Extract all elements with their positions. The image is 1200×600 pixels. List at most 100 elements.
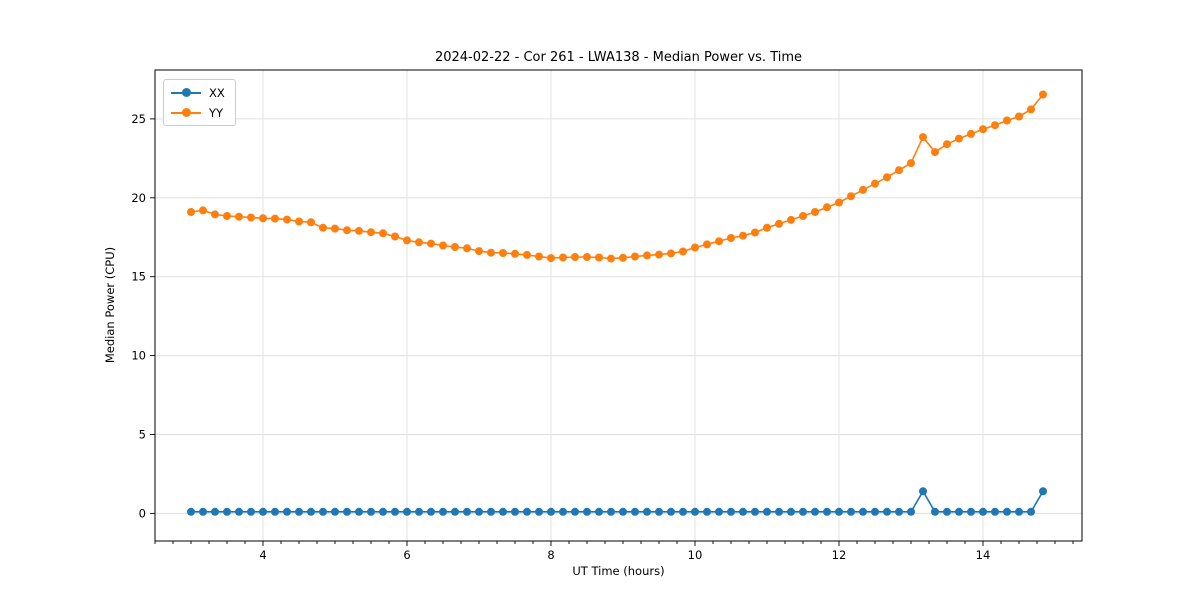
data-point-yy — [271, 214, 279, 223]
data-point-yy — [763, 223, 771, 232]
data-point-xx — [811, 507, 819, 516]
data-point-xx — [847, 507, 855, 516]
data-point-xx — [259, 507, 267, 516]
data-point-yy — [1039, 90, 1047, 99]
data-point-yy — [727, 234, 735, 242]
data-point-yy — [751, 228, 759, 237]
data-point-yy — [319, 223, 327, 232]
y-axis-label: Median Power (CPU) — [103, 246, 117, 364]
chart-title: 2024-02-22 - Cor 261 - LWA138 - Median P… — [434, 50, 803, 65]
legend: XX YY — [163, 79, 236, 126]
data-point-yy — [583, 253, 591, 261]
data-point-xx — [223, 507, 231, 516]
data-point-xx — [583, 507, 591, 516]
data-point-xx — [415, 507, 423, 516]
data-point-yy — [559, 253, 567, 262]
data-point-xx — [247, 507, 255, 516]
data-point-xx — [919, 487, 927, 496]
data-point-xx — [403, 507, 411, 516]
data-point-yy — [427, 239, 435, 248]
data-point-xx — [835, 507, 843, 516]
data-point-yy — [331, 224, 339, 233]
legend-item-xx: XX — [171, 84, 225, 101]
data-point-yy — [355, 226, 363, 235]
data-point-xx — [211, 507, 219, 516]
data-point-yy — [703, 240, 711, 249]
data-point-yy — [955, 134, 963, 143]
data-point-xx — [907, 507, 915, 516]
data-point-yy — [475, 247, 483, 256]
data-point-xx — [1015, 507, 1023, 516]
data-point-yy — [655, 250, 663, 259]
data-point-xx — [1039, 487, 1047, 496]
data-point-xx — [463, 507, 471, 516]
x-tick-label: 8 — [547, 548, 554, 562]
data-point-yy — [307, 218, 315, 227]
data-point-yy — [247, 213, 255, 222]
data-point-yy — [1015, 112, 1023, 121]
y-tick-label: 15 — [131, 270, 146, 284]
data-point-xx — [511, 507, 519, 516]
data-point-xx — [331, 507, 339, 516]
data-point-yy — [463, 244, 471, 253]
data-point-yy — [883, 173, 891, 182]
data-point-xx — [199, 507, 207, 516]
legend-item-yy: YY — [171, 104, 225, 121]
data-point-xx — [439, 507, 447, 516]
legend-label-yy: YY — [209, 105, 224, 120]
x-tick-label: 4 — [259, 548, 266, 562]
data-point-yy — [343, 226, 351, 235]
data-point-xx — [739, 507, 747, 516]
data-point-xx — [295, 507, 303, 516]
y-tick-label: 25 — [131, 112, 146, 126]
data-point-yy — [979, 125, 987, 134]
y-tick-label: 10 — [131, 349, 146, 363]
data-point-yy — [487, 248, 495, 257]
data-point-yy — [1027, 105, 1035, 114]
data-point-xx — [427, 507, 435, 516]
y-tick-label: 0 — [139, 506, 146, 520]
data-point-xx — [967, 507, 975, 516]
data-point-xx — [595, 507, 603, 516]
data-point-xx — [895, 507, 903, 516]
data-point-xx — [655, 507, 663, 516]
data-point-xx — [367, 507, 375, 516]
data-point-yy — [931, 148, 939, 157]
data-point-yy — [235, 212, 243, 221]
axis-ticks — [150, 118, 1074, 546]
series-yy — [187, 90, 1047, 263]
data-point-xx — [703, 507, 711, 516]
data-point-xx — [775, 507, 783, 516]
data-point-xx — [631, 507, 639, 516]
data-point-yy — [847, 192, 855, 201]
data-point-yy — [739, 231, 747, 240]
data-point-yy — [211, 210, 219, 219]
data-point-yy — [499, 249, 507, 257]
data-point-xx — [727, 507, 735, 516]
tick-labels: 4 6 8 10 12 14 0 5 10 15 20 25 — [131, 112, 990, 562]
data-point-yy — [619, 253, 627, 262]
data-point-yy — [691, 243, 699, 252]
data-point-xx — [943, 507, 951, 516]
data-point-yy — [535, 252, 543, 261]
data-point-xx — [283, 507, 291, 516]
data-point-xx — [787, 507, 795, 516]
data-point-yy — [823, 203, 831, 212]
data-point-yy — [943, 140, 951, 149]
data-point-yy — [1003, 116, 1011, 125]
data-point-xx — [955, 507, 963, 516]
series-xx — [187, 487, 1047, 516]
data-point-yy — [967, 129, 975, 138]
data-point-yy — [607, 254, 615, 263]
data-point-xx — [679, 507, 687, 516]
data-point-yy — [835, 198, 843, 207]
grid — [155, 70, 1082, 541]
data-point-yy — [391, 232, 399, 241]
data-point-yy — [811, 208, 819, 216]
legend-marker-yy-icon — [171, 107, 201, 119]
data-point-yy — [415, 238, 423, 247]
data-point-yy — [223, 212, 231, 220]
data-point-yy — [259, 214, 267, 223]
